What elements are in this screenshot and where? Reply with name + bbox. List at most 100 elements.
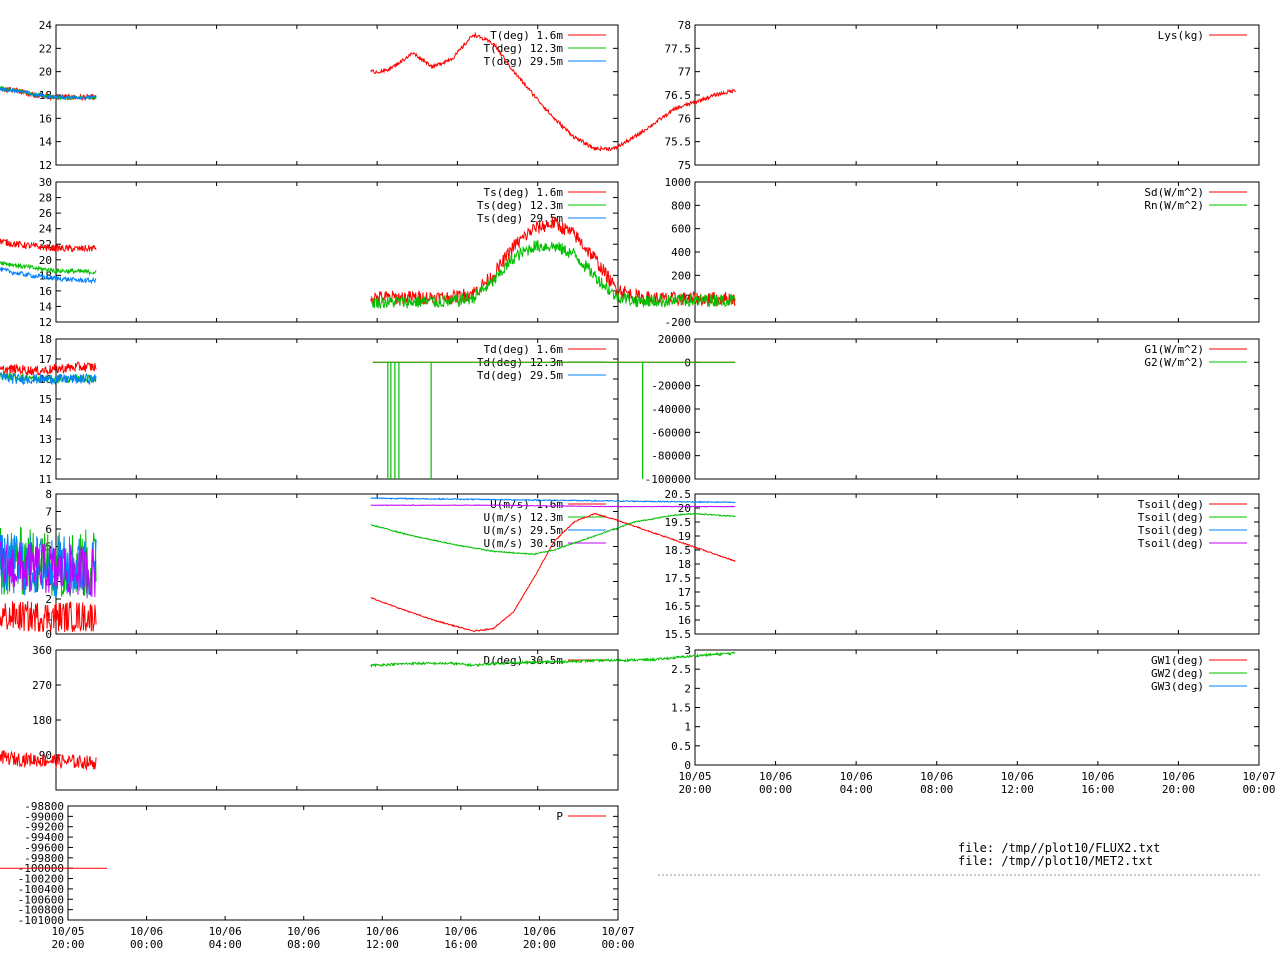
x-tick-label: 10/06: [920, 770, 953, 783]
y-tick-label: 17: [678, 586, 691, 599]
series-line-0: [0, 238, 97, 253]
y-tick-label: -100800: [18, 904, 64, 917]
y-tick-label: 76.5: [665, 89, 692, 102]
legend-label: U(m/s) 29.5m: [484, 524, 564, 537]
x-tick-label: 10/06: [130, 925, 163, 938]
y-tick-label: 15.5: [665, 628, 692, 641]
legend-label: P: [556, 810, 563, 823]
y-tick-label: -99600: [24, 841, 64, 854]
y-tick-label: 26: [39, 207, 52, 220]
series-line-3: [0, 541, 97, 599]
series-line-0: [0, 600, 97, 633]
y-tick-label: 7: [45, 506, 52, 519]
y-tick-label: 18: [39, 333, 52, 346]
plot-frame: [67, 805, 619, 921]
y-tick-label: 18: [678, 558, 691, 571]
y-tick-label: 16: [39, 285, 52, 298]
legend-label: Ts(deg) 1.6m: [484, 186, 564, 199]
y-tick-label: -99200: [24, 821, 64, 834]
legend-label: GW2(deg): [1151, 667, 1204, 680]
y-tick-label: -100600: [18, 893, 64, 906]
legend-label: Lys(kg): [1158, 29, 1204, 42]
y-tick-label: 13: [39, 433, 52, 446]
y-tick-label: 2: [45, 593, 52, 606]
y-tick-label: 1: [684, 721, 691, 734]
y-tick-label: 14: [39, 136, 53, 149]
y-tick-label: 77: [678, 66, 691, 79]
y-tick-label: -60000: [651, 426, 691, 439]
x-tick-label: 10/06: [840, 770, 873, 783]
panel-P: -101000-100800-100600-100400-100200-1000…: [0, 800, 635, 951]
y-tick-label: -101000: [18, 914, 64, 927]
y-tick-label: 30: [39, 176, 52, 189]
x-tick-label: 00:00: [1242, 783, 1275, 796]
y-tick-label: -99800: [24, 852, 64, 865]
y-tick-label: 12: [39, 316, 52, 329]
x-tick-label: 10/05: [678, 770, 711, 783]
legend-label: U(m/s) 30.5m: [484, 537, 564, 550]
legend-label: Tsoil(deg): [1138, 537, 1204, 550]
y-tick-label: 270: [32, 679, 52, 692]
series-line-1: [0, 260, 97, 277]
y-tick-label: 600: [671, 223, 691, 236]
legend-label: T(deg) 12.3m: [484, 42, 564, 55]
x-tick-label: 10/06: [287, 925, 320, 938]
legend-label: GW3(deg): [1151, 680, 1204, 693]
plot-frame: [55, 181, 619, 323]
legend-label: Td(deg) 1.6m: [484, 343, 564, 356]
y-tick-label: 75: [678, 159, 691, 172]
series-line-0: [370, 216, 736, 307]
y-tick-label: 15: [39, 393, 52, 406]
y-tick-label: 8: [45, 488, 52, 501]
legend-label: Tsoil(deg): [1138, 524, 1204, 537]
y-tick-label: 76: [678, 112, 691, 125]
y-tick-label: 17: [39, 353, 52, 366]
series-line-1: [370, 239, 736, 309]
legend-label: Ts(deg) 29.5m: [477, 212, 563, 225]
y-tick-label: 17.5: [665, 572, 692, 585]
y-tick-label: 75.5: [665, 136, 692, 149]
x-tick-label: 08:00: [920, 783, 953, 796]
series-line-0: [370, 512, 736, 633]
legend-label: Tsoil(deg): [1138, 498, 1204, 511]
y-tick-label: 0.5: [671, 740, 691, 753]
x-tick-label: 10/06: [523, 925, 556, 938]
y-tick-label: 77.5: [665, 42, 692, 55]
x-tick-label: 10/07: [1242, 770, 1275, 783]
y-tick-label: 0: [45, 628, 52, 641]
series-line-0: [370, 31, 736, 152]
x-tick-label: 04:00: [209, 938, 242, 951]
legend-label: GW1(deg): [1151, 654, 1204, 667]
y-tick-label: 360: [32, 644, 52, 657]
plot-frame: [55, 338, 619, 480]
legend-label: Sd(W/m^2): [1144, 186, 1204, 199]
y-tick-label: 20000: [658, 333, 691, 346]
y-tick-label: 1.5: [671, 702, 691, 715]
legend-label: U(m/s) 12.3m: [484, 511, 564, 524]
plot-frame: [694, 24, 1260, 166]
series-line-2: [0, 266, 97, 285]
legend-label: G1(W/m^2): [1144, 343, 1204, 356]
y-tick-label: 24: [39, 19, 53, 32]
series-line-2: [0, 371, 97, 386]
y-tick-label: 0: [684, 356, 691, 369]
x-tick-label: 00:00: [130, 938, 163, 951]
x-tick-label: 12:00: [1001, 783, 1034, 796]
x-tick-label: 00:00: [759, 783, 792, 796]
x-tick-label: 20:00: [51, 938, 84, 951]
series-line-1: [0, 85, 97, 101]
x-tick-label: 04:00: [840, 783, 873, 796]
legend-label: Tsoil(deg): [1138, 511, 1204, 524]
y-tick-label: 12: [39, 159, 52, 172]
series-line-1: [370, 512, 736, 556]
y-tick-label: -20000: [651, 380, 691, 393]
y-tick-label: 22: [39, 42, 52, 55]
y-tick-label: -40000: [651, 403, 691, 416]
